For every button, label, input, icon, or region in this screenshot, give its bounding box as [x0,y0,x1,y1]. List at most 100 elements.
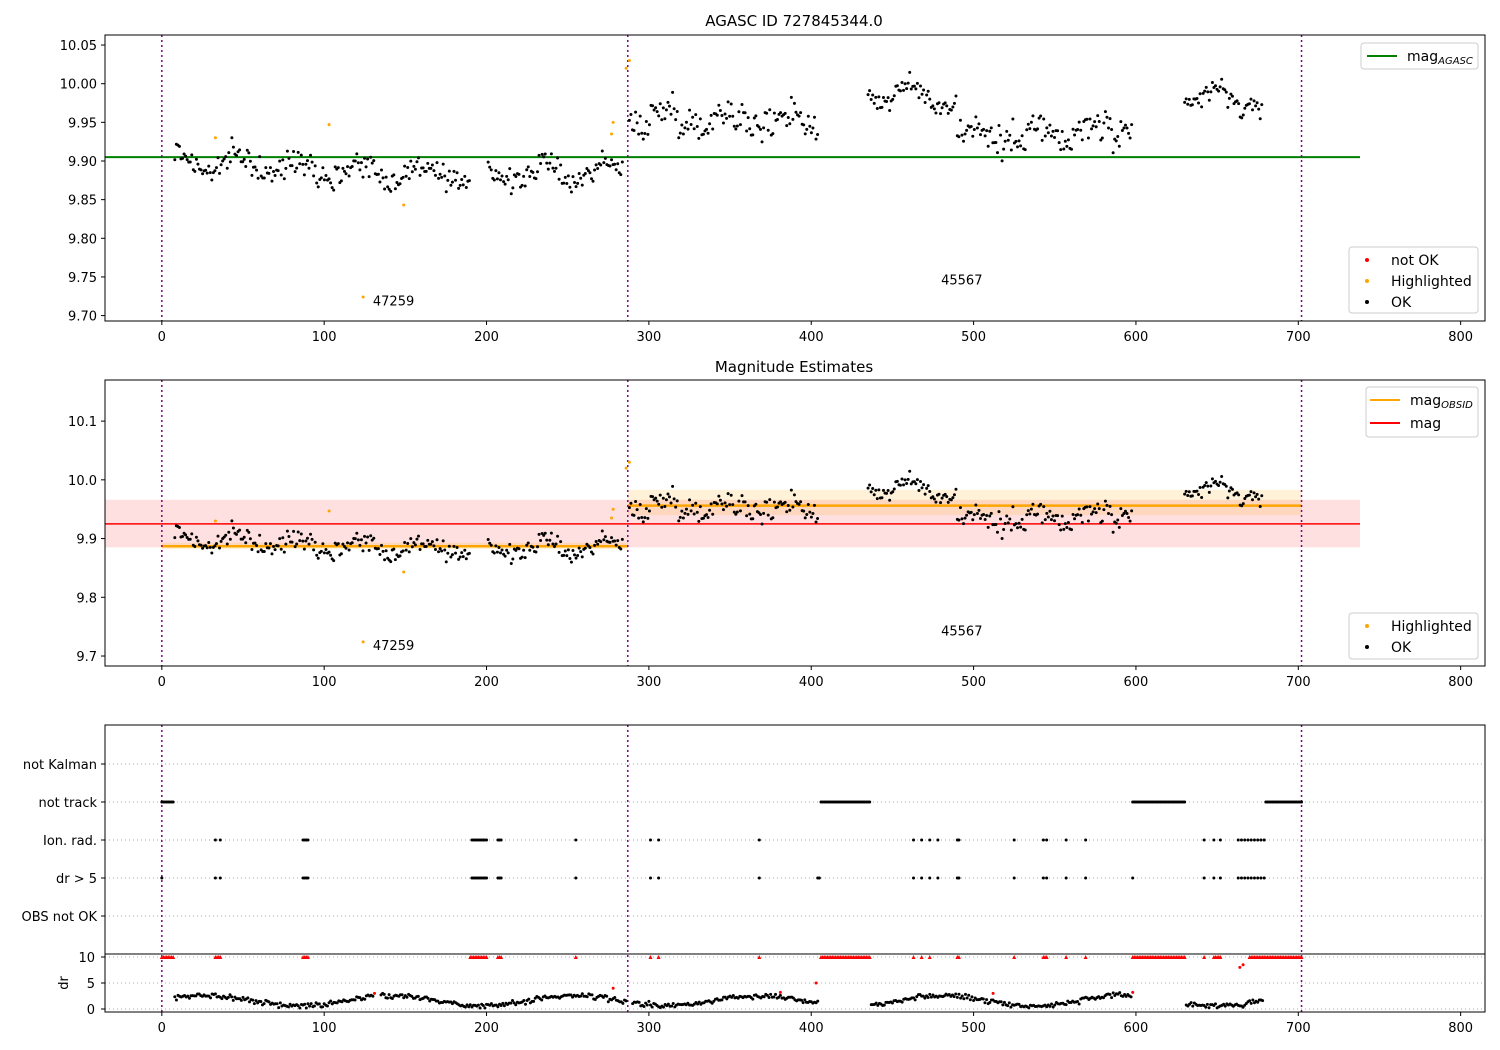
y-tick-label: 9.80 [68,232,97,247]
dr-point [965,996,969,1000]
dr-point [963,992,967,996]
dr-point [874,1001,878,1005]
dr-point [1248,999,1252,1003]
ok-point [464,557,468,561]
ok-point [443,174,447,178]
ok-point [1195,489,1199,493]
legend-label: OK [1391,295,1412,311]
dr-red-point [1238,965,1242,969]
ok-point [663,504,667,508]
dr-point [928,992,932,996]
ok-point [495,177,499,181]
dr5-point [1256,876,1260,880]
ok-point [298,162,302,166]
ok-point [874,95,878,99]
ok-point [327,177,331,181]
ok-point [1002,147,1006,151]
ok-point [735,124,739,128]
ok-point [1108,117,1112,121]
dr5-point [1236,876,1240,880]
dr-red-point [1241,963,1245,967]
ok-point [298,539,302,543]
ok-point [1224,90,1228,94]
ok-point [1184,489,1188,493]
y-tick-label: 9.85 [68,194,97,209]
ok-point [619,173,623,177]
legend-marker [1365,645,1369,649]
ok-point [661,496,665,500]
dr-capped-marker [1064,955,1069,959]
ok-point [751,517,755,521]
ok-point [711,512,715,516]
ok-point [523,184,527,188]
dr-point [527,997,531,1001]
dr-point [173,995,177,999]
highlighted-point [627,460,631,464]
dr-point [645,1003,649,1007]
dr5-point [574,876,578,880]
ok-point [1006,138,1010,142]
ok-point [1000,159,1004,163]
ok-point [1114,139,1118,143]
ok-point [1110,127,1114,131]
dr-point [720,998,724,1002]
ok-point [1077,507,1081,511]
ok-point [664,108,668,112]
ok-point [651,495,655,499]
ok-point [452,169,456,173]
ok-point [697,136,701,140]
dr-point [593,997,597,1001]
x-tick-label: 700 [1286,675,1311,690]
dr-point [335,1001,339,1005]
ok-point [672,107,676,111]
ok-point [746,116,750,120]
ok-point [1252,99,1256,103]
ok-point [410,170,414,174]
x-tick-label: 500 [961,1021,986,1036]
x-tick-label: 0 [158,1021,166,1036]
ok-point [737,499,741,503]
ok-point [285,149,289,153]
ok-point [932,107,936,111]
legend-label: Highlighted [1391,619,1472,635]
ok-point [677,136,681,140]
ok-point [1213,479,1217,483]
ok-point [276,169,280,173]
ok-point [1103,110,1107,114]
ok-point [869,490,873,494]
ok-point [875,497,879,501]
ok-point [182,152,186,156]
dr-point [509,1001,513,1005]
ok-point [579,176,583,180]
ok-point [1230,487,1234,491]
ok-point [330,186,334,190]
ok-point [409,159,413,163]
ok-point [720,502,724,506]
ok-point [244,165,248,169]
ok-point [949,498,953,502]
ok-point [1209,484,1213,488]
ok-point [1063,522,1067,526]
dr-point [769,992,773,996]
ok-point [235,532,239,536]
ok-point [691,115,695,119]
ok-point [791,117,795,121]
ok-point [520,183,524,187]
ok-point [426,538,430,542]
ok-point [562,553,566,557]
ok-point [571,175,575,179]
ok-point [1100,136,1104,140]
dr-point [286,1005,290,1009]
ok-point [489,543,493,547]
ok-point [995,151,999,155]
ok-point [437,550,441,554]
dr-point [1249,1001,1253,1005]
ok-point [467,179,471,183]
ok-point [488,165,492,169]
dr-point [390,997,394,1001]
ok-point [1119,507,1123,511]
ok-point [599,540,603,544]
ok-point [543,152,547,156]
ok-point [489,168,493,172]
obsid-label: 45567 [941,624,982,639]
